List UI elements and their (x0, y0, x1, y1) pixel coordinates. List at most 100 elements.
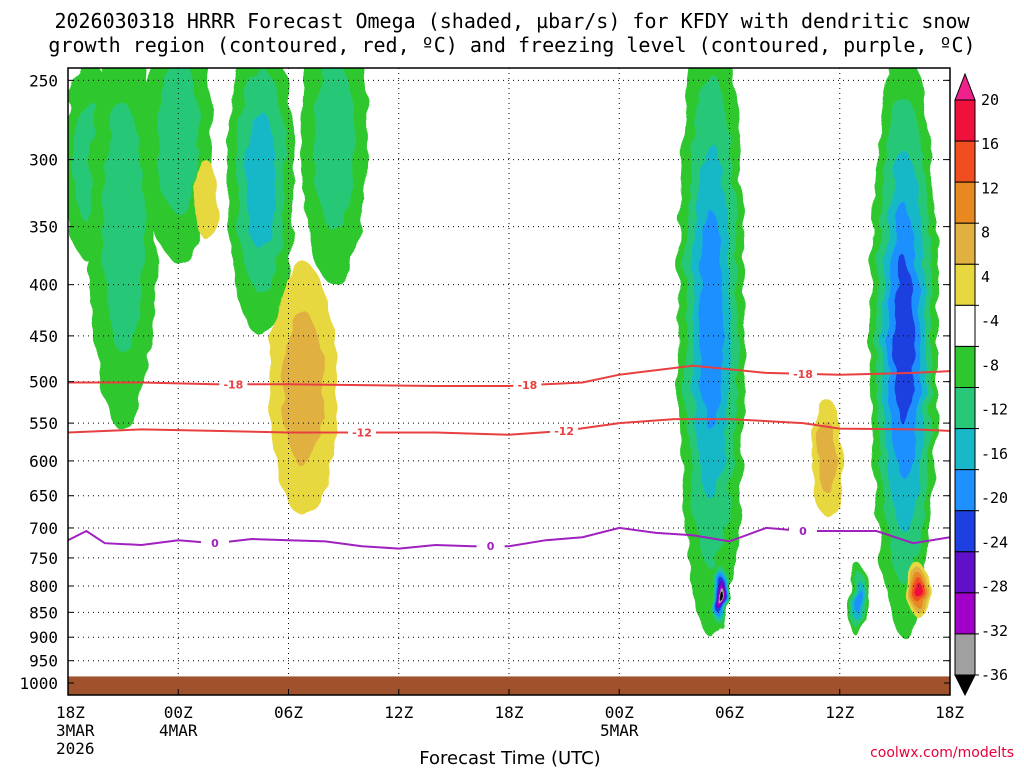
contour-label-bg (201, 536, 229, 551)
colorbar-label: -16 (981, 445, 1008, 463)
omega-feature (89, 68, 158, 431)
omega-level-ring (157, 68, 200, 213)
contour-label: -18 (793, 368, 813, 381)
x-tick-label: 06Z (715, 703, 744, 722)
colorbar-swatch (954, 551, 976, 594)
contour-label: -18 (223, 378, 243, 391)
omega-level-ring (894, 255, 914, 426)
colorbar-swatch (954, 428, 976, 471)
chart-title-line-1: 2026030318 HRRR Forecast Omega (shaded, … (54, 9, 970, 33)
omega-feature (269, 262, 338, 516)
omega-level-ring (102, 102, 145, 353)
omega-feature (847, 563, 869, 638)
contour-label: 0 (799, 525, 807, 538)
x-tick-label: 00Z (164, 703, 193, 722)
contour-lines: -18 -18 -18 -12 -12 0 0 0 (68, 364, 950, 554)
colorbar-label: 20 (981, 91, 999, 109)
y-tick-label: 400 (29, 276, 58, 295)
colorbar-swatch (954, 592, 976, 635)
omega-level-ring (718, 590, 722, 601)
contour-label-bg (513, 378, 542, 393)
x-tick-label: 18Z (56, 703, 85, 722)
y-tick-label: 600 (29, 452, 58, 471)
colorbar-label: 4 (981, 268, 990, 286)
y-tick-label: 250 (29, 71, 58, 90)
colorbar-label: 8 (981, 224, 990, 242)
omega-feature (300, 68, 369, 285)
x-tick-label: 18Z (935, 703, 964, 722)
colorbar-swatch (954, 140, 976, 183)
contour-label-bg (476, 539, 505, 554)
x-tick-label: 12Z (384, 703, 413, 722)
colorbar-label: -20 (981, 489, 1008, 507)
y-tick-label: 350 (29, 218, 58, 237)
y-tick-label: 450 (29, 327, 58, 346)
y-tick-label: 800 (29, 577, 58, 596)
colorbar-swatch (954, 387, 976, 430)
omega-level-ring (816, 421, 837, 493)
x-tick-date: 4MAR (159, 721, 198, 740)
colorbar: 20 16 12 8 4 -4 -8 -12 -16 -20 -24 -28 -32 -36 (954, 72, 1008, 697)
colorbar-swatch (954, 510, 976, 553)
contour-label: -12 (352, 426, 372, 439)
omega-feature (710, 563, 731, 628)
colorbar-label: 16 (981, 135, 999, 153)
colorbar-label: -28 (981, 578, 1008, 596)
contour-label-bg (789, 524, 817, 539)
chart-title-line-2: growth region (contoured, red, ºC) and f… (48, 33, 975, 57)
contour-label-bg (550, 423, 579, 438)
omega-feature (226, 68, 295, 336)
omega-feature (677, 68, 746, 638)
contour-label: -18 (517, 379, 537, 392)
x-tick-label: 12Z (825, 703, 854, 722)
omega-level-ring (699, 210, 723, 431)
contour-label-bg (219, 377, 248, 392)
contour-label: -12 (554, 425, 574, 438)
contour-label-bg (789, 366, 817, 381)
colorbar-swatch (954, 633, 976, 676)
contour-label: 0 (211, 537, 219, 550)
x-axis-label: Forecast Time (UTC) (419, 748, 600, 768)
y-axis: 250 300 350 400 450 500 550 600 650 700 750 800 850 9… (19, 71, 950, 693)
x-tick-date: 5MAR (600, 721, 639, 740)
colorbar-swatch (954, 469, 976, 512)
colorbar-label: -8 (981, 356, 999, 374)
omega-feature (144, 68, 213, 263)
y-tick-label: 900 (29, 628, 58, 647)
colorbar-swatch (954, 181, 976, 224)
omega-level-ring (854, 587, 862, 614)
colorbar-swatch (954, 345, 976, 388)
omega-level-ring (282, 311, 325, 467)
omega-feature (810, 398, 844, 516)
x-tick-label: 06Z (274, 703, 303, 722)
colorbar-bottom-arrow (954, 674, 976, 697)
omega-level-ring (245, 111, 277, 250)
contour-label: 0 (487, 540, 495, 553)
y-tick-label: 850 (29, 603, 58, 622)
y-tick-label: 950 (29, 652, 58, 671)
y-tick-label: 750 (29, 549, 58, 568)
omega-level-ring (313, 68, 356, 231)
y-tick-label: 300 (29, 151, 58, 170)
y-tick-label: 700 (29, 519, 58, 538)
colorbar-label: -36 (981, 666, 1008, 684)
colorbar-swatch (954, 99, 976, 142)
omega-feature (908, 563, 929, 618)
omega-level-ring (915, 582, 922, 599)
y-tick-label: 500 (29, 373, 58, 392)
colorbar-label: -12 (981, 401, 1008, 419)
omega-feature (870, 68, 939, 638)
x-tick-label: 18Z (495, 703, 524, 722)
colorbar-swatch (954, 263, 976, 306)
colorbar-label: 12 (981, 180, 999, 198)
colorbar-swatch (954, 222, 976, 265)
colorbar-label: -32 (981, 622, 1008, 640)
y-tick-label: 550 (29, 414, 58, 433)
x-tick-date: 3MAR (56, 721, 95, 740)
contour-label-bg (348, 425, 376, 440)
credit-text: coolwx.com/modelts (870, 745, 1014, 761)
omega-feature (194, 159, 217, 239)
y-tick-label: 650 (29, 487, 58, 506)
